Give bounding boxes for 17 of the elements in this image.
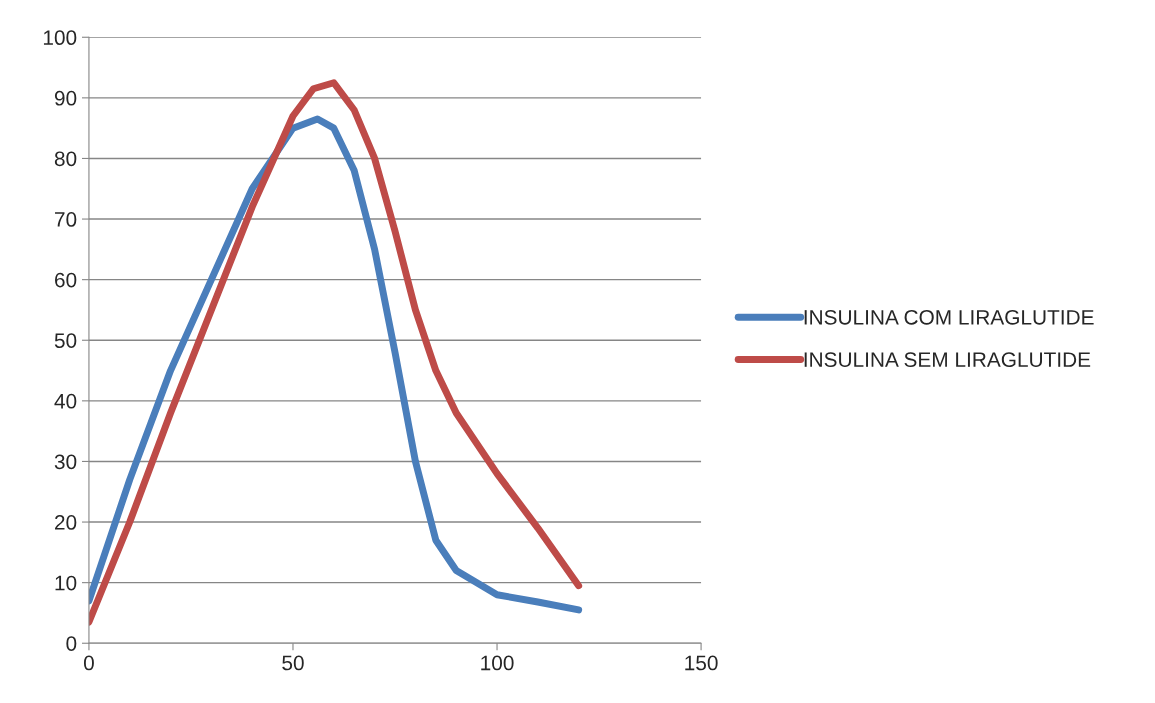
y-tick-label: 40: [54, 393, 77, 409]
y-tick-label: 30: [54, 454, 77, 470]
x-tick-label: 150: [685, 655, 718, 671]
y-tick-label: 0: [66, 636, 77, 651]
y-tick-label: 10: [55, 575, 77, 591]
x-tick-label: 50: [282, 655, 304, 671]
x-tick-label: 0: [83, 655, 94, 671]
y-tick-label: 50: [54, 333, 77, 349]
y-tick-label: 100: [43, 30, 77, 46]
y-tick-label: 60: [55, 272, 77, 288]
y-tick-label: 90: [54, 90, 77, 106]
legend-label: INSULINA COM LIRAGLUTIDE: [804, 309, 1094, 325]
y-tick-label: 20: [55, 515, 77, 530]
y-tick-label: 70: [55, 212, 77, 227]
y-tick-label: 80: [54, 151, 77, 167]
legend-label: INSULINA SEM LIRAGLUTIDE: [804, 352, 1091, 368]
x-tick-label: 100: [481, 655, 514, 671]
